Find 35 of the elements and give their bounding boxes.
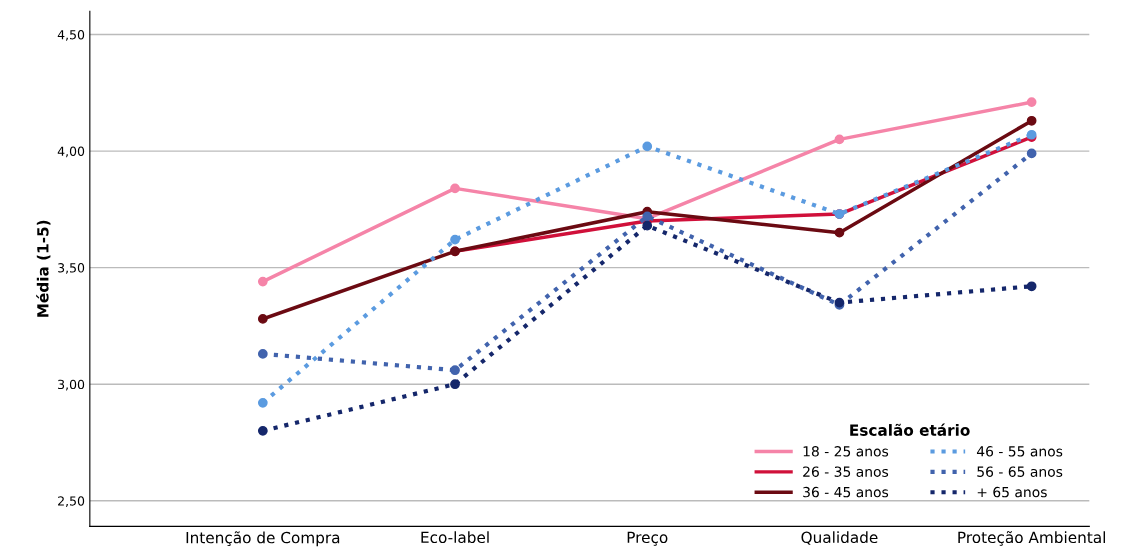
point xyxy=(450,365,460,376)
x-tick-label: Proteção Ambiental xyxy=(958,531,1105,546)
point xyxy=(1026,281,1037,292)
y-tick-label: 4,50 xyxy=(57,29,85,41)
legend-label: 46 - 55 anos xyxy=(976,446,1063,457)
point xyxy=(257,349,268,359)
legend-label: 26 - 35 anos xyxy=(803,466,889,477)
point xyxy=(834,227,845,238)
point xyxy=(257,314,268,324)
point xyxy=(642,141,653,152)
legend-label: + 65 anos xyxy=(977,486,1047,498)
point xyxy=(450,234,460,245)
y-tick-label: 3,00 xyxy=(58,379,85,391)
y-axis-title: Média (1-5) xyxy=(36,220,51,317)
x-tick-label: Qualidade xyxy=(801,531,878,545)
legend-title: Escalão etário xyxy=(850,423,970,436)
x-tick-label: Preço xyxy=(627,531,668,546)
point xyxy=(1026,115,1037,126)
point xyxy=(257,276,268,287)
x-tick-label: Eco-label xyxy=(421,531,489,544)
point xyxy=(642,220,653,231)
point xyxy=(257,425,268,436)
point xyxy=(450,379,460,390)
y-tick-label: 4,00 xyxy=(57,146,85,158)
y-tick-label: 3,50 xyxy=(58,263,85,274)
point xyxy=(1026,148,1037,159)
legend-label: 18 - 25 anos xyxy=(803,446,889,457)
point xyxy=(834,134,845,145)
legend-label: 36 - 45 anos xyxy=(803,486,889,498)
point xyxy=(450,183,460,194)
y-tick-label: 2,50 xyxy=(58,496,85,507)
x-tick-label: Intenção de Compra xyxy=(186,531,340,547)
point xyxy=(1026,97,1037,107)
point xyxy=(257,397,268,408)
legend-label: 56 - 65 anos xyxy=(977,466,1063,477)
